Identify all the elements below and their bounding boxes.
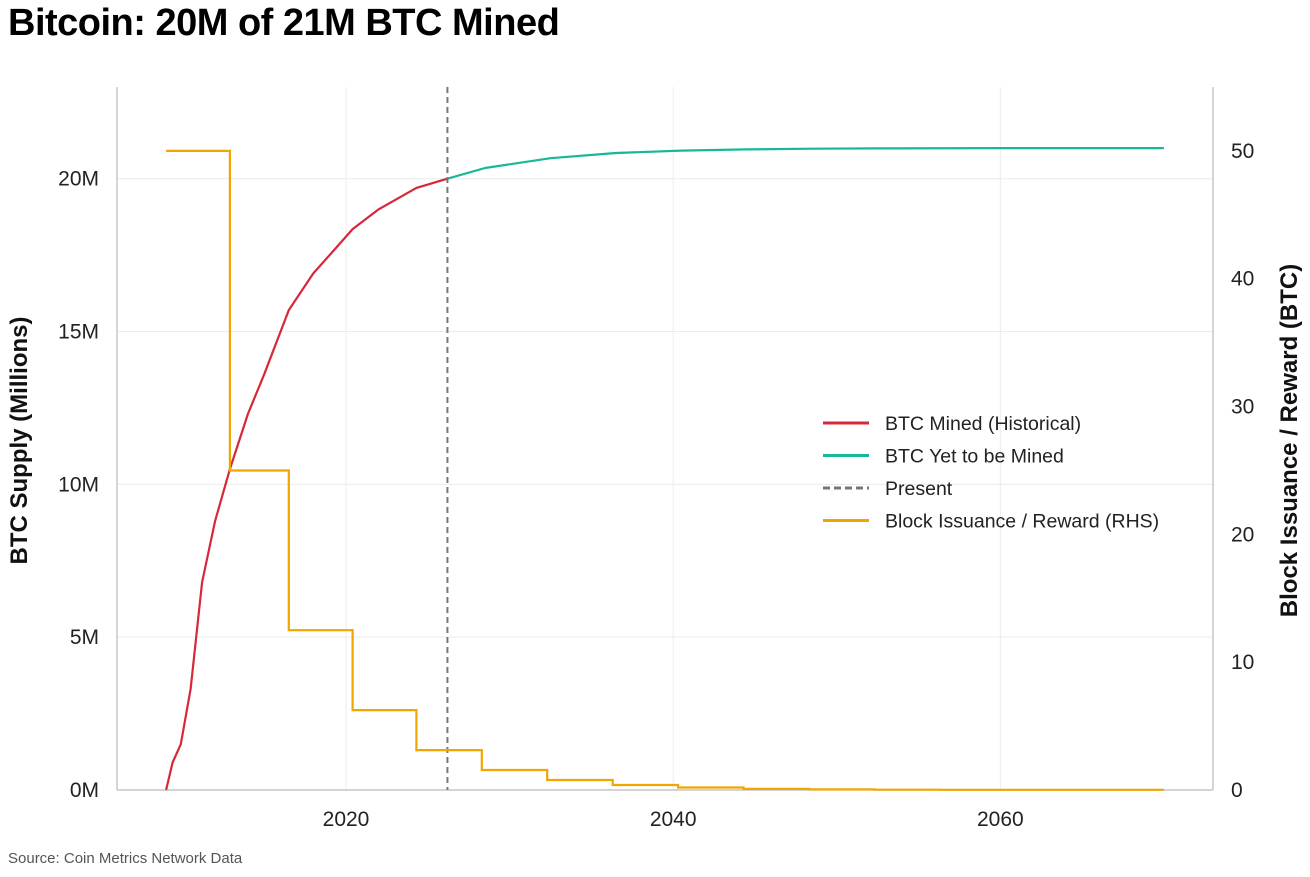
legend: BTC Mined (Historical) BTC Yet to be Mine…	[823, 413, 1159, 533]
y2-tick-label: 20	[1231, 523, 1254, 546]
y-tick-label: 15M	[58, 321, 99, 344]
series-step-line	[166, 149, 1164, 791]
x-tick-label: 2060	[977, 808, 1024, 831]
x-tick-label: 2040	[650, 808, 697, 831]
grid-lines	[117, 87, 1213, 790]
y2-tick-label: 50	[1231, 140, 1254, 163]
source-note: Source: Coin Metrics Network Data	[8, 850, 243, 867]
series-line-1	[447, 147, 1164, 180]
legend-label: BTC Yet to be Mined	[885, 446, 1064, 468]
chart-title: Bitcoin: 20M of 21M BTC Mined	[8, 2, 560, 44]
y2-tick-label: 40	[1231, 268, 1254, 291]
axes: 2020 2040 2060 0M 5M 10M 15M 20M 0 10 20 30 40 50 BTC …	[6, 87, 1303, 831]
y-axis-title: BTC Supply (Millions)	[6, 317, 33, 565]
legend-label: Present	[885, 478, 953, 500]
y-tick-label: 5M	[70, 626, 99, 649]
series-line-0	[165, 177, 448, 791]
y2-tick-label: 30	[1231, 396, 1254, 419]
data-series	[165, 87, 1164, 791]
y-tick-label: 20M	[58, 168, 99, 191]
legend-label: BTC Mined (Historical)	[885, 413, 1081, 435]
x-tick-label: 2020	[323, 808, 370, 831]
legend-label: Block Issuance / Reward (RHS)	[885, 511, 1159, 533]
y2-axis-title: Block Issuance / Reward (BTC)	[1276, 264, 1303, 617]
y2-tick-label: 0	[1231, 779, 1243, 802]
y2-tick-label: 10	[1231, 651, 1254, 674]
y-tick-label: 0M	[70, 779, 99, 802]
y-tick-label: 10M	[58, 473, 99, 496]
